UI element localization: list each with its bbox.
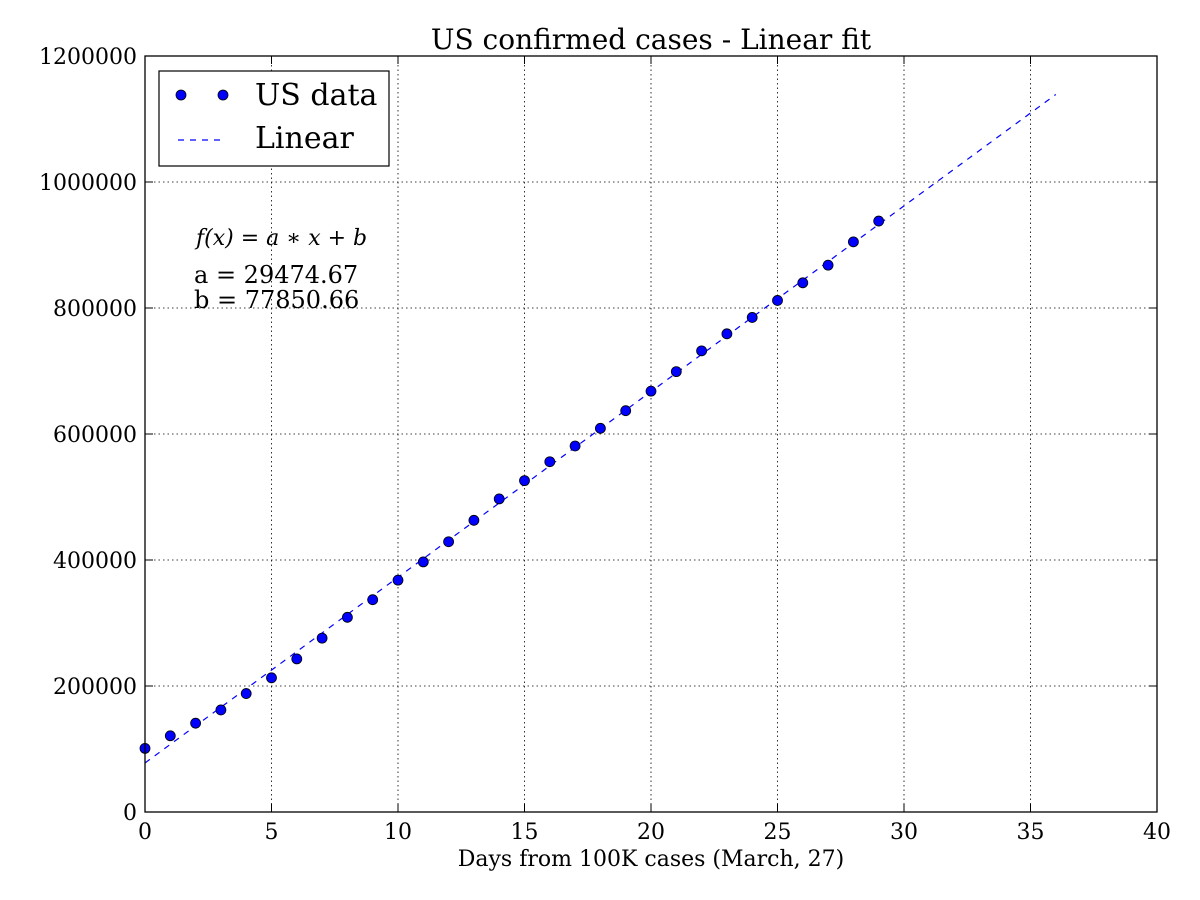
data-point xyxy=(240,688,252,699)
y-tick-label: 800000 xyxy=(53,297,137,322)
data-point xyxy=(873,215,885,227)
y-tick-label: 1000000 xyxy=(39,171,137,196)
x-tick-label: 40 xyxy=(1143,820,1171,845)
data-point xyxy=(822,259,834,271)
y-tick-label: 400000 xyxy=(53,549,137,574)
legend-marker-us-data xyxy=(217,89,229,101)
data-point xyxy=(417,556,429,568)
data-point xyxy=(266,672,277,684)
fit-annotation: f(x) = a ∗ x + b a = 29474.67 b = 77850.… xyxy=(194,226,367,314)
annotation-b-value: b = 77850.66 xyxy=(194,286,359,314)
data-point xyxy=(392,574,404,586)
data-point xyxy=(316,632,328,644)
x-tick-label: 5 xyxy=(265,820,279,845)
legend: US data Linear xyxy=(158,70,390,167)
data-point xyxy=(645,385,657,397)
x-tick-label: 10 xyxy=(384,820,412,845)
data-point xyxy=(493,493,505,505)
x-tick-label: 15 xyxy=(511,820,539,845)
y-tick-label: 200000 xyxy=(53,675,137,700)
data-point xyxy=(569,440,581,452)
y-tick-label: 1200000 xyxy=(39,45,137,70)
legend-label-linear: Linear xyxy=(255,121,354,156)
data-point xyxy=(443,536,455,548)
legend-marker-us-data xyxy=(175,89,187,101)
data-point xyxy=(721,328,733,340)
legend-box xyxy=(158,70,390,167)
data-point xyxy=(341,611,353,623)
data-point xyxy=(696,345,707,357)
ticks: 0 5 10 15 20 25 30 35 40 0 200000 400000 600000 80000… xyxy=(39,45,1171,845)
x-tick-label: 25 xyxy=(764,820,792,845)
data-point xyxy=(367,594,379,606)
data-points xyxy=(139,215,885,754)
data-point xyxy=(620,405,632,417)
x-tick-label: 0 xyxy=(138,820,152,845)
x-tick-label: 20 xyxy=(637,820,665,845)
y-tick-label: 600000 xyxy=(53,423,137,448)
data-point xyxy=(746,312,758,323)
data-point xyxy=(215,704,227,716)
chart-title: US confirmed cases - Linear fit xyxy=(431,23,872,56)
data-point xyxy=(519,475,530,487)
data-point xyxy=(190,717,202,729)
x-tick-label: 35 xyxy=(1017,820,1045,845)
data-point xyxy=(797,277,809,289)
grid xyxy=(145,56,1157,812)
annotation-formula: f(x) = a ∗ x + b xyxy=(194,226,367,251)
data-point xyxy=(772,295,783,306)
data-point xyxy=(848,236,859,248)
data-point xyxy=(670,366,682,378)
data-point xyxy=(595,422,606,434)
x-axis-label: Days from 100K cases (March, 27) xyxy=(458,847,844,872)
data-point xyxy=(164,730,176,742)
x-tick-label: 30 xyxy=(890,820,918,845)
legend-label-us-data: US data xyxy=(255,78,378,113)
y-tick-label: 0 xyxy=(123,801,137,826)
data-point xyxy=(291,653,303,665)
annotation-a-value: a = 29474.67 xyxy=(194,261,358,289)
data-point xyxy=(468,514,480,526)
data-point xyxy=(544,456,556,468)
